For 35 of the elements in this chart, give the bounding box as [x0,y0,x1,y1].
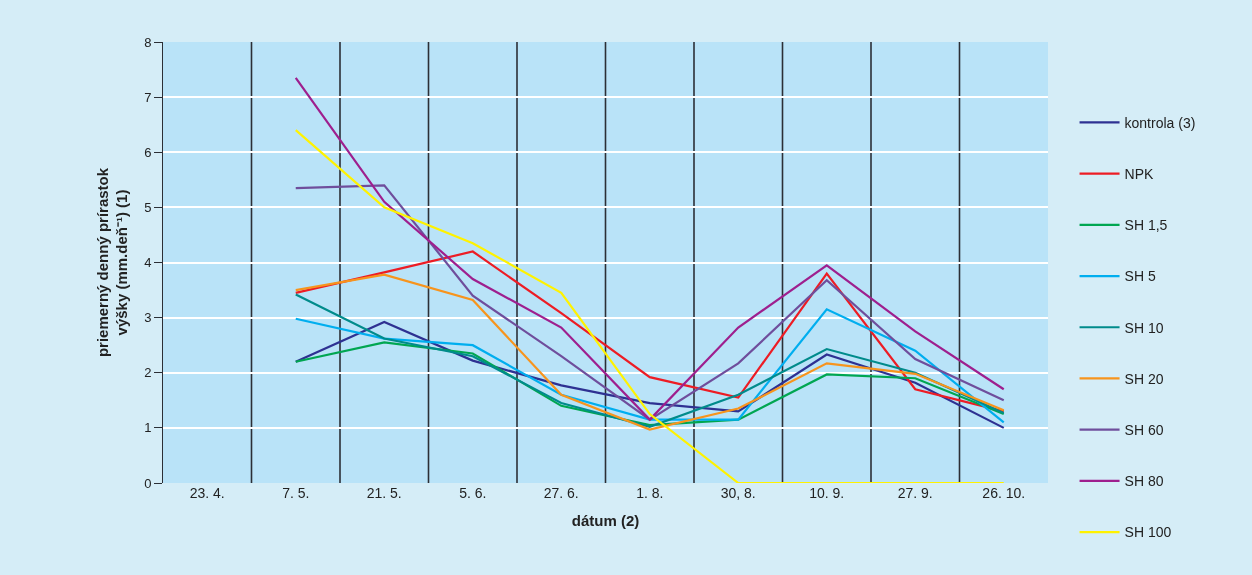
x-axis-title: dátum (2) [571,512,640,529]
legend-label: kontrola (3) [1124,114,1196,131]
line-series [294,76,1005,421]
x-tick-label: 21. 5. [366,485,402,501]
y-axis-title: priemerný denný prírastok výšky (mm.deň⁻¹) (1) [93,167,131,358]
line-series [294,341,1005,427]
y-tick-label: 4 [144,255,152,271]
y-tick-label: 1 [144,420,152,436]
y-tick-label: 5 [144,199,152,215]
x-tick-label: 7. 5. [282,485,310,501]
y-tick-label: 0 [144,475,152,491]
line-series [294,184,1005,421]
x-tick-label: 5. 6. [459,485,487,501]
legend-label: SH 80 [1124,473,1164,490]
line-series [294,250,1005,413]
x-tick-label: 30, 8. [720,485,756,501]
y-tick-label: 6 [144,144,152,160]
legend-label: SH 60 [1124,422,1164,439]
legend-label: NPK [1124,166,1154,183]
x-tick-label: 23. 4. [189,485,225,501]
legend-label: SH 10 [1124,319,1164,336]
x-tick-label: 27. 9. [897,485,933,501]
x-tick-label: 10. 9. [809,485,845,501]
line-series [294,129,1005,483]
legend-label: SH 20 [1124,370,1164,387]
x-tick-label: 26. 10. [982,485,1026,501]
legend-label: SH 1,5 [1124,217,1168,234]
legend-label: SH 100 [1124,524,1172,541]
x-tick-label: 1. 8. [636,485,664,501]
y-tick-label: 2 [144,365,152,381]
legend-label: SH 5 [1124,268,1156,285]
y-tick-label: 7 [144,89,152,105]
y-tick-label: 3 [144,310,152,326]
y-tick-label: 8 [144,34,152,50]
x-tick-label: 27. 6. [543,485,579,501]
